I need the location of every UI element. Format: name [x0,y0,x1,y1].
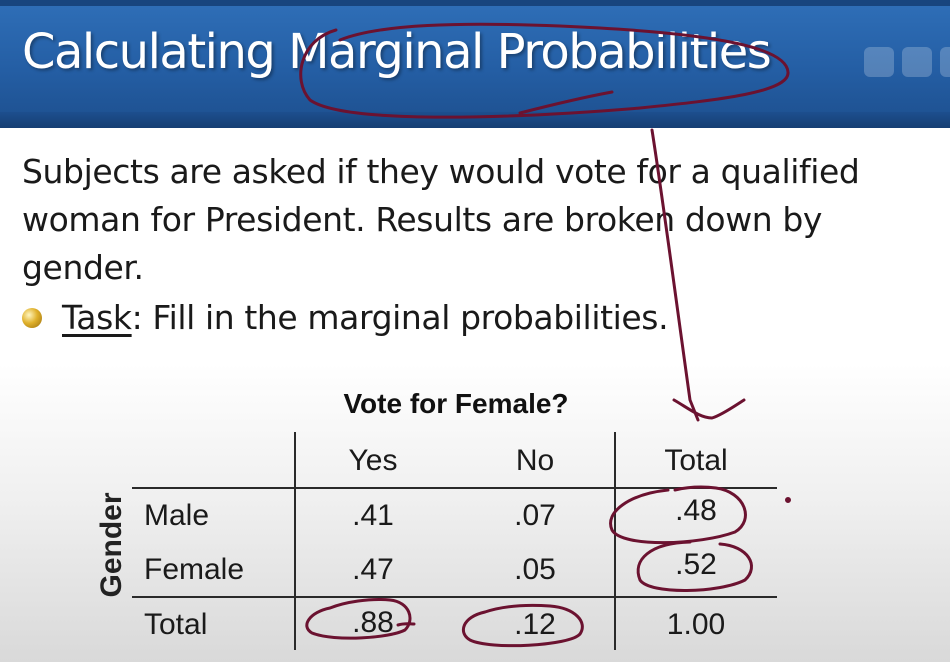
decorative-squares [864,47,950,77]
title-bar-bottom-band [0,112,950,128]
table-vertical-rule-right [614,432,616,650]
cell-female-total: .52 [675,548,717,581]
column-header-no: No [515,444,555,477]
decorative-square [902,47,932,77]
title-bar-top-band [0,0,950,6]
intro-paragraph: Subjects are asked if they would vote fo… [22,152,860,287]
table-horizontal-rule-top [132,487,777,489]
task-text: : Fill in the marginal probabilities. [131,298,669,337]
cell-female-no: .05 [514,553,556,586]
cell-female-yes: .47 [352,553,394,586]
cell-grand-total: 1.00 [666,608,726,641]
row-group-label-text: Gender [95,492,128,598]
column-header-yes: Yes [348,444,398,477]
row-label-total: Total [144,608,208,641]
table-vertical-rule-left [294,432,296,650]
decorative-square [864,47,894,77]
cell-total-no: .12 [514,608,556,641]
row-label-female: Female [144,553,245,586]
title-bar: Calculating Marginal Probabilities [0,0,950,128]
table-horizontal-rule-bottom [132,596,777,598]
bullet-dot-icon [22,307,42,328]
decorative-square [940,47,950,77]
ink-arrow-head [672,398,746,420]
cell-male-yes: .41 [352,499,394,532]
task-label: Task [62,298,132,337]
cell-male-total: .48 [675,494,717,527]
column-header-total: Total [664,444,728,477]
task-bullet: Task: Fill in the marginal probabilities… [22,298,932,337]
ink-dot [785,497,791,503]
slide-title: Calculating Marginal Probabilities [22,24,772,80]
cell-total-yes: .88 [352,606,394,639]
cell-male-no: .07 [514,499,556,532]
table-caption: Vote for Female? [343,388,569,419]
row-label-male: Male [144,499,210,532]
